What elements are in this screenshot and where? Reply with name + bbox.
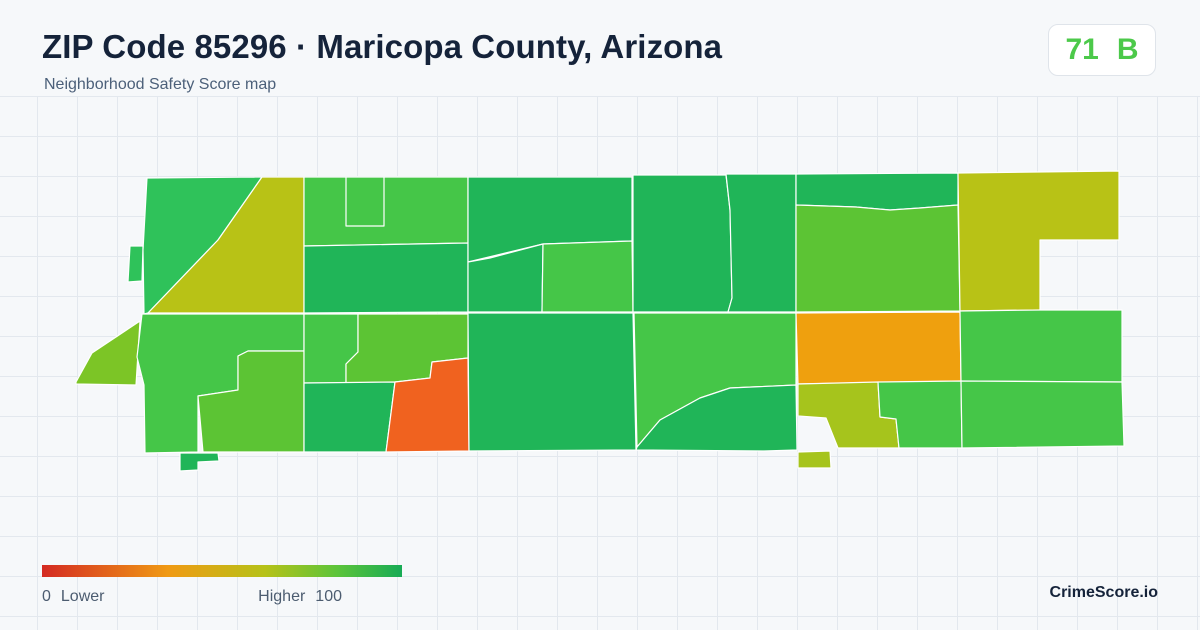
map-region[interactable]: [541, 240, 634, 313]
map-region[interactable]: [147, 176, 305, 314]
map-region[interactable]: [797, 450, 832, 469]
map-region[interactable]: [795, 204, 961, 313]
page-subtitle: Neighborhood Safety Score map: [44, 76, 277, 93]
brand-logo-text[interactable]: CrimeScore.io: [1049, 584, 1158, 601]
map-region[interactable]: [795, 172, 959, 211]
map-region[interactable]: [467, 312, 637, 452]
map-region[interactable]: [795, 311, 962, 385]
map-region[interactable]: [632, 174, 733, 313]
map-region[interactable]: [303, 242, 469, 314]
safety-score-badge: 71 B: [1048, 24, 1156, 76]
map-region[interactable]: [957, 170, 1120, 312]
score-grade: B: [1116, 33, 1139, 66]
legend-labels: 0 Lower Higher 100: [42, 588, 402, 608]
map-region[interactable]: [635, 384, 798, 452]
map-region[interactable]: [179, 452, 220, 472]
legend-min-label: Lower: [60, 588, 105, 605]
header-band: [0, 0, 1200, 96]
map-region[interactable]: [303, 381, 396, 453]
score-value: 71: [1065, 33, 1099, 66]
map-region[interactable]: [960, 380, 1125, 449]
map-region[interactable]: [959, 309, 1123, 383]
legend-color-scale: [42, 565, 402, 577]
map-region[interactable]: [127, 245, 144, 283]
map-region[interactable]: [75, 320, 141, 386]
legend-max-value: 100: [315, 588, 342, 605]
map-region[interactable]: [725, 173, 797, 313]
page-title: ZIP Code 85296 · Maricopa County, Arizon…: [42, 28, 723, 65]
legend-min-value: 0: [42, 588, 51, 605]
legend-max-label: Higher: [258, 588, 306, 605]
map-region[interactable]: [303, 176, 469, 247]
